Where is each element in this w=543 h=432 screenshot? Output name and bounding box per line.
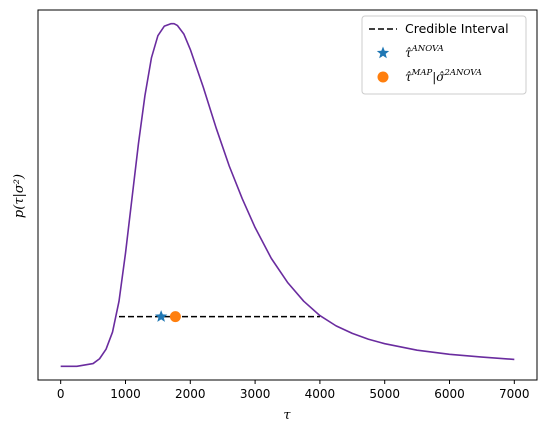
y-axis-label: p(τ|σ²) (12, 174, 27, 218)
x-tick-label: 3000 (240, 387, 271, 401)
x-tick-label: 5000 (369, 387, 400, 401)
legend-anova-swatch (376, 46, 390, 59)
x-tick-label: 7000 (499, 387, 530, 401)
plot-area (37, 9, 538, 381)
anova-star-marker (154, 310, 168, 322)
x-tick-label: 1000 (110, 387, 141, 401)
legend-map-label: τ̂MAP|σ̂2ANOVA (405, 68, 482, 84)
x-axis-ticks: 0 1000 2000 3000 4000 5000 6000 7000 (57, 380, 530, 401)
legend-anova-label: τ̂ANOVA (405, 44, 444, 60)
legend-interval-label: Credible Interval (405, 21, 509, 36)
x-axis-label: τ (283, 408, 291, 423)
legend-map-swatch (377, 71, 389, 83)
legend: Credible Interval τ̂ANOVA τ̂MAP|σ̂2ANOVA (361, 15, 527, 95)
x-tick-label: 4000 (305, 387, 336, 401)
x-tick-label: 6000 (434, 387, 465, 401)
x-tick-label: 2000 (175, 387, 206, 401)
legend-box (361, 15, 527, 95)
map-circle-marker (169, 311, 181, 323)
density-curve (60, 22, 515, 368)
x-tick-label: 0 (57, 387, 65, 401)
axes-frame (37, 9, 538, 381)
